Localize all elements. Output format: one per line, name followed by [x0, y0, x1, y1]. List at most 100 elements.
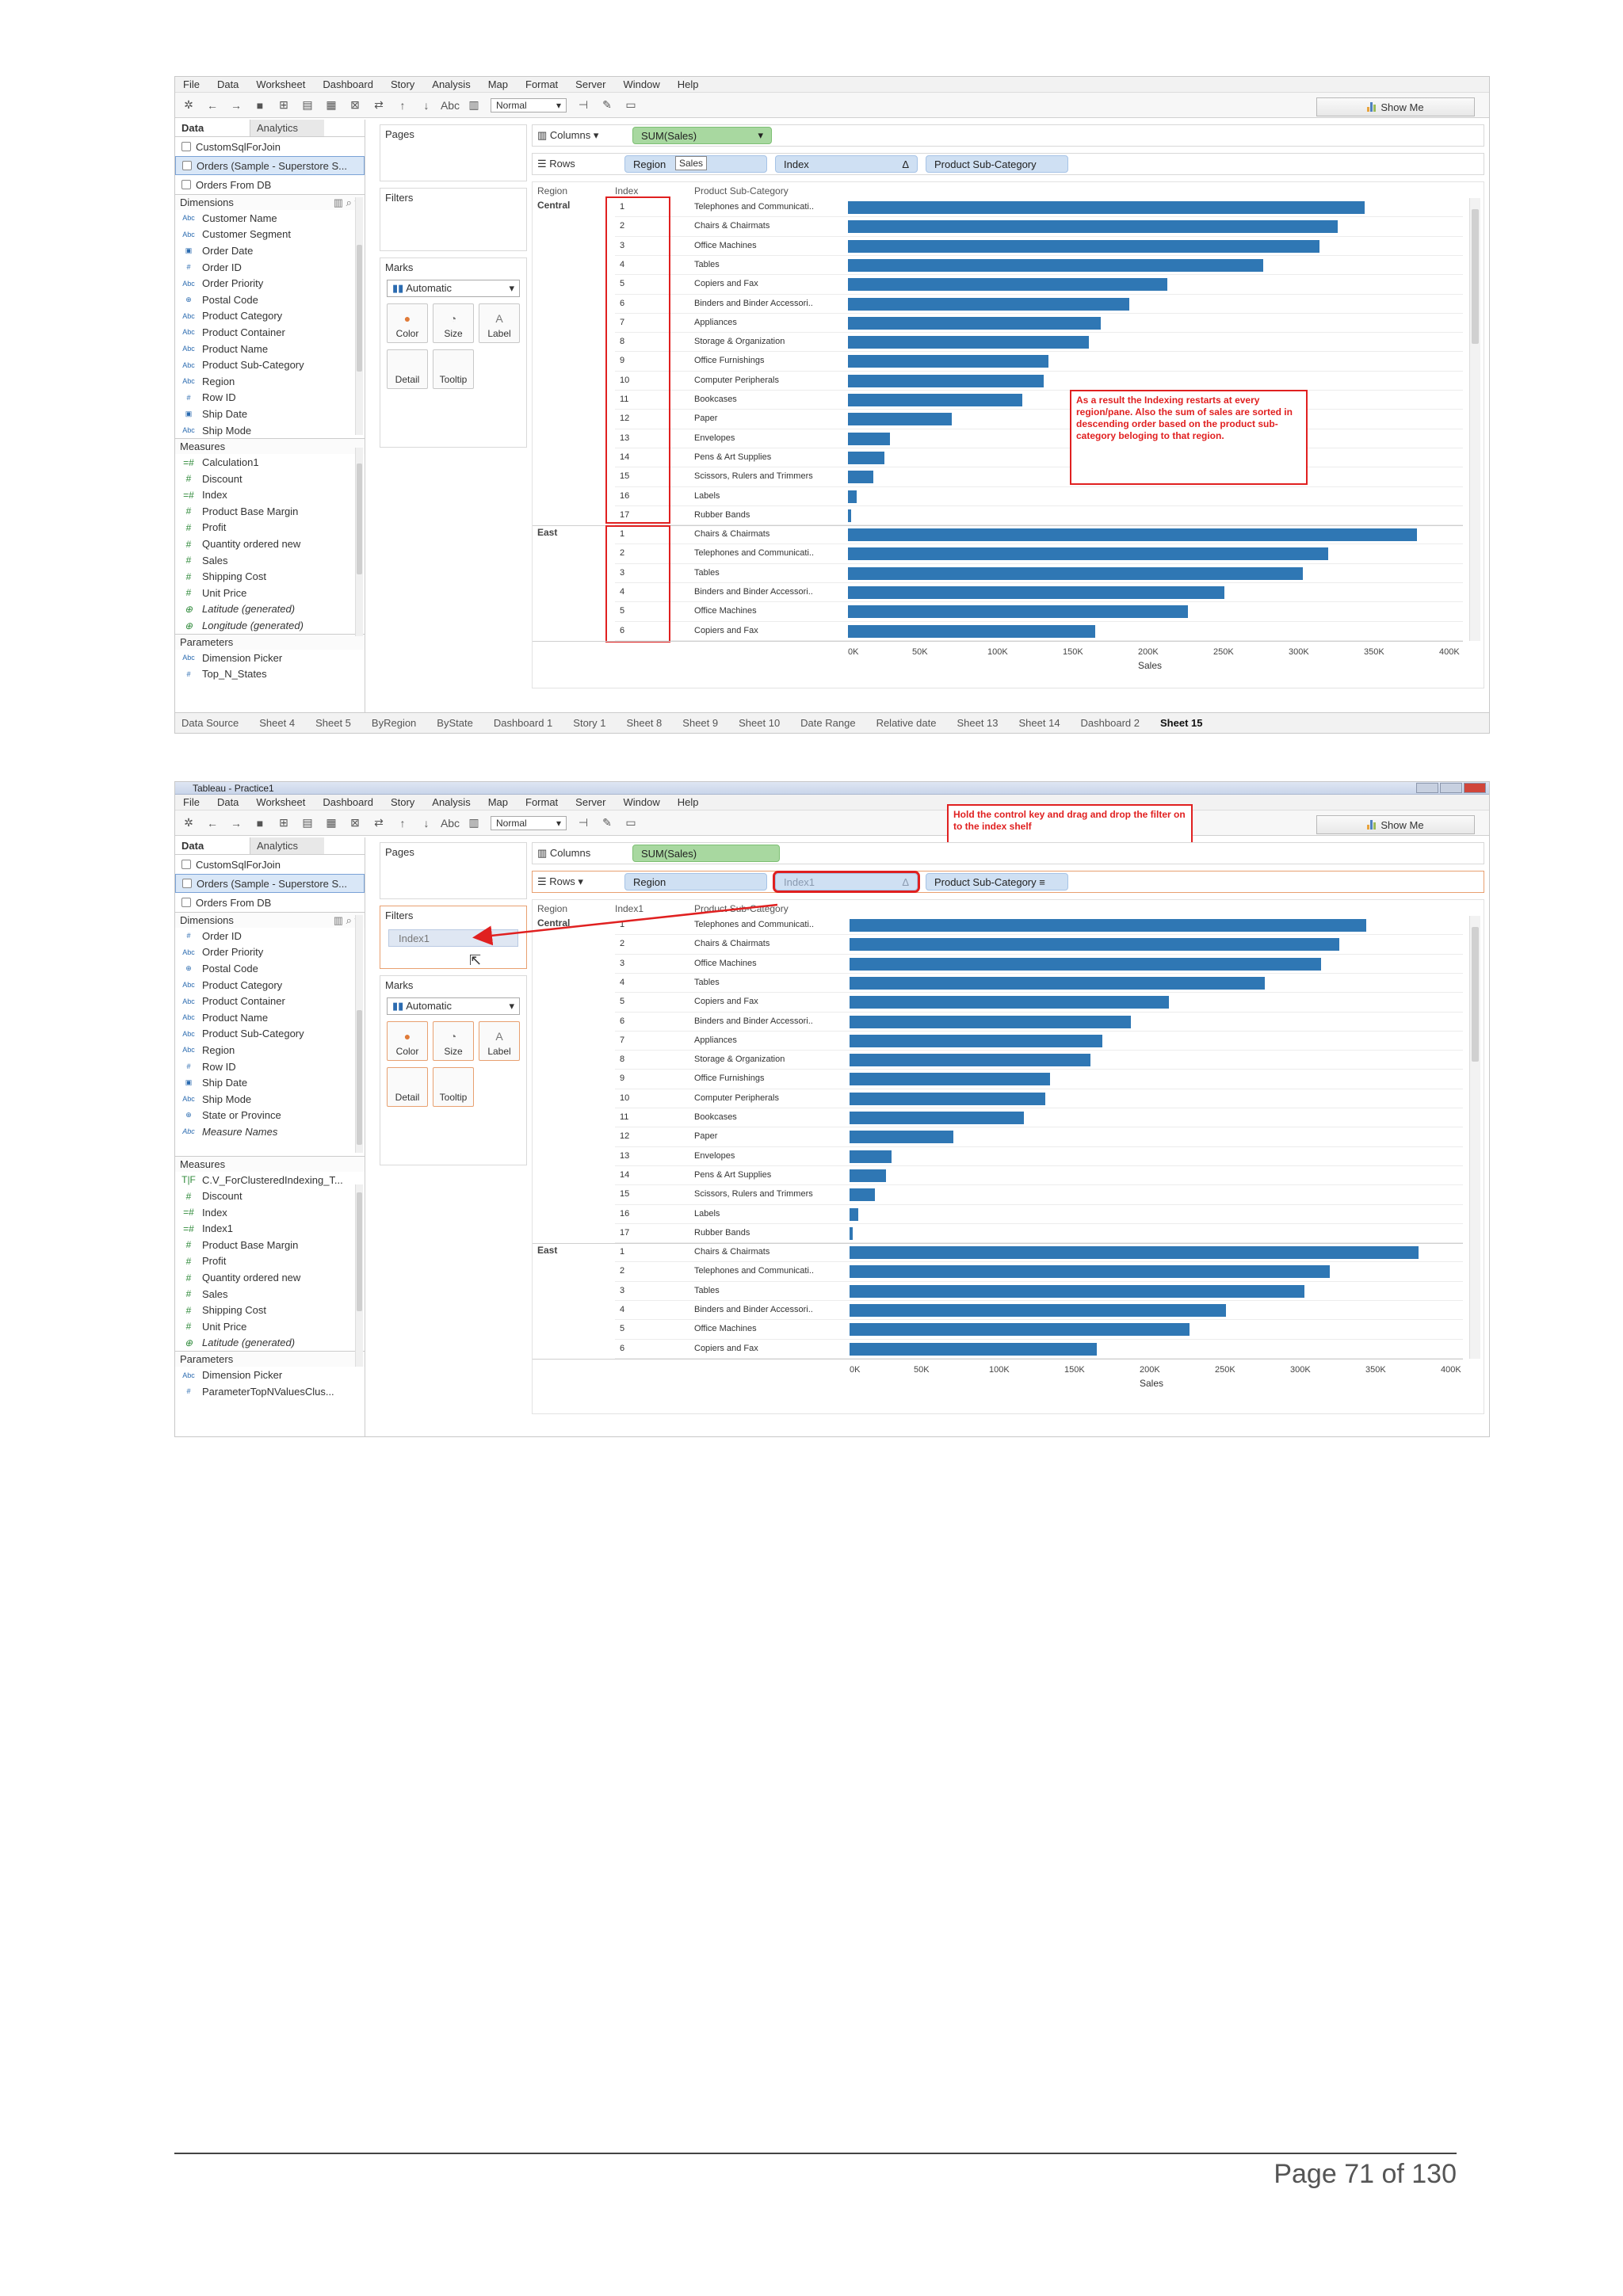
field-latitude-generated[interactable]: ⊕ Latitude (generated): [175, 601, 365, 618]
bar[interactable]: [850, 1284, 1304, 1298]
swap-icon[interactable]: ⇄: [374, 98, 384, 111]
field-region[interactable]: Abc Region: [175, 373, 365, 390]
sheet-tab-sheet-8[interactable]: Sheet 8: [626, 717, 663, 729]
menu-server[interactable]: Server: [575, 78, 606, 90]
viz-scrollbar[interactable]: [1469, 198, 1480, 641]
sheet-tab-dashboard-1[interactable]: Dashboard 1: [493, 717, 553, 729]
field-calculation1[interactable]: =# Calculation1: [175, 454, 365, 471]
sort-asc-icon[interactable]: ↑: [399, 816, 406, 830]
menu-data[interactable]: Data: [216, 796, 239, 808]
sheet-tab-sheet-10[interactable]: Sheet 10: [739, 717, 781, 729]
field-order-id[interactable]: # Order ID: [175, 928, 365, 944]
field-order-date[interactable]: ▣ Order Date: [175, 242, 365, 259]
menu-story[interactable]: Story: [390, 78, 415, 90]
color-button[interactable]: ● Color: [387, 303, 428, 343]
menu-data[interactable]: Data: [216, 78, 239, 90]
mark-type-dropdown[interactable]: ▮▮ Automatic ▾: [387, 997, 520, 1015]
bar[interactable]: [848, 509, 851, 522]
bar[interactable]: [850, 1323, 1190, 1337]
field-quantity-ordered-new[interactable]: # Quantity ordered new: [175, 536, 365, 552]
field-product-category[interactable]: Abc Product Category: [175, 308, 365, 325]
datasource-item[interactable]: Orders From DB: [175, 893, 365, 912]
pen-icon[interactable]: ✎: [602, 816, 612, 829]
bar[interactable]: [850, 976, 1266, 990]
bar[interactable]: [850, 1112, 1025, 1124]
bar[interactable]: [848, 413, 953, 426]
sum-sales-pill[interactable]: SUM(Sales) ▾: [632, 127, 772, 144]
pin-icon[interactable]: ⊣: [578, 816, 589, 829]
menu-analysis[interactable]: Analysis: [432, 796, 471, 808]
menu-analysis[interactable]: Analysis: [432, 78, 471, 90]
menu-window[interactable]: Window: [623, 78, 660, 90]
bar[interactable]: [850, 996, 1169, 1009]
bar[interactable]: [848, 432, 891, 445]
save-icon[interactable]: ■: [256, 98, 264, 112]
new-datasource-icon[interactable]: ⊞: [279, 98, 288, 111]
rows-shelf[interactable]: ☰ Rows ▾ Region Index1 Δ Product Sub-Cate…: [532, 871, 1484, 893]
scrollbar-thumb[interactable]: [1472, 927, 1479, 1062]
fit-dropdown[interactable]: Normal ▾: [491, 97, 567, 113]
field-customer-segment[interactable]: Abc Customer Segment: [175, 227, 365, 243]
menu-dashboard[interactable]: Dashboard: [323, 78, 373, 90]
bar[interactable]: [850, 1073, 1050, 1086]
tableau-logo-icon[interactable]: ✲: [184, 98, 193, 111]
tab-analytics[interactable]: Analytics: [250, 837, 324, 854]
sheet-tab-date-range[interactable]: Date Range: [800, 717, 856, 729]
bar[interactable]: [850, 919, 1366, 932]
datasource-item[interactable]: CustomSqlForJoin: [175, 855, 365, 874]
duplicate-sheet-icon[interactable]: ▦: [326, 816, 337, 829]
color-button[interactable]: ● Color: [387, 1021, 428, 1061]
field-ship-mode[interactable]: Abc Ship Mode: [175, 1091, 365, 1108]
sheet-tab-bystate[interactable]: ByState: [437, 717, 473, 729]
menu-map[interactable]: Map: [487, 796, 508, 808]
bar[interactable]: [850, 957, 1321, 971]
columns-shelf[interactable]: ▥ Columns SUM(Sales): [532, 842, 1484, 864]
presentation-icon[interactable]: ▭: [625, 98, 636, 111]
bar[interactable]: [848, 528, 1418, 542]
measure-scrollbar[interactable]: [355, 448, 363, 636]
bar[interactable]: [848, 239, 1319, 253]
field-customer-name[interactable]: Abc Customer Name: [175, 210, 365, 227]
tab-data[interactable]: Data: [175, 837, 250, 854]
fit-dropdown[interactable]: Normal ▾: [491, 815, 567, 830]
field-order-priority[interactable]: Abc Order Priority: [175, 944, 365, 961]
tableau-logo-icon[interactable]: ✲: [184, 816, 193, 829]
bar[interactable]: [850, 1342, 1097, 1356]
field-top-n-states[interactable]: # Top_N_States: [175, 666, 365, 682]
bar[interactable]: [850, 1265, 1331, 1279]
bar[interactable]: [848, 624, 1095, 638]
bar[interactable]: [850, 1054, 1090, 1067]
field-c-v-forclusteredindexing-t[interactable]: T|F C.V_ForClusteredIndexing_T...: [175, 1172, 365, 1188]
datasource-item[interactable]: Orders (Sample - Superstore S...: [175, 874, 365, 893]
product-subcategory-pill[interactable]: Product Sub-Category ≡: [926, 873, 1068, 891]
sheet-tab-sheet-15[interactable]: Sheet 15: [1160, 717, 1203, 729]
menu-worksheet[interactable]: Worksheet: [256, 78, 306, 90]
show-me-button[interactable]: Show Me: [1316, 815, 1475, 834]
sheet-tab-story-1[interactable]: Story 1: [573, 717, 606, 729]
field-index1[interactable]: =# Index1: [175, 1221, 365, 1238]
sort-desc-icon[interactable]: ↓: [423, 98, 430, 112]
pages-card[interactable]: Pages: [380, 124, 527, 181]
field-product-base-margin[interactable]: # Product Base Margin: [175, 1237, 365, 1253]
menu-dashboard[interactable]: Dashboard: [323, 796, 373, 808]
chart-type-icon[interactable]: ▥: [468, 98, 479, 111]
label-button[interactable]: A Label: [479, 303, 520, 343]
duplicate-sheet-icon[interactable]: ▦: [326, 98, 337, 111]
field-ship-date[interactable]: ▣ Ship Date: [175, 1074, 365, 1091]
undo-icon[interactable]: ←: [207, 816, 218, 830]
label-button[interactable]: A Label: [479, 1021, 520, 1061]
menu-story[interactable]: Story: [390, 796, 415, 808]
field-region[interactable]: Abc Region: [175, 1042, 365, 1058]
field-discount[interactable]: # Discount: [175, 471, 365, 487]
menu-format[interactable]: Format: [525, 78, 559, 90]
index1-pill[interactable]: Index1 Δ: [773, 871, 920, 893]
field-dimension-picker[interactable]: Abc Dimension Picker: [175, 650, 365, 666]
save-icon[interactable]: ■: [256, 816, 264, 830]
minimize-icon[interactable]: [1416, 783, 1438, 793]
field-sales[interactable]: # Sales: [175, 1286, 365, 1302]
bar[interactable]: [848, 355, 1048, 368]
field-row-id[interactable]: # Row ID: [175, 390, 365, 406]
measure-scrollbar[interactable]: [355, 1184, 363, 1367]
field-ship-mode[interactable]: Abc Ship Mode: [175, 422, 365, 439]
bar[interactable]: [850, 1246, 1419, 1260]
